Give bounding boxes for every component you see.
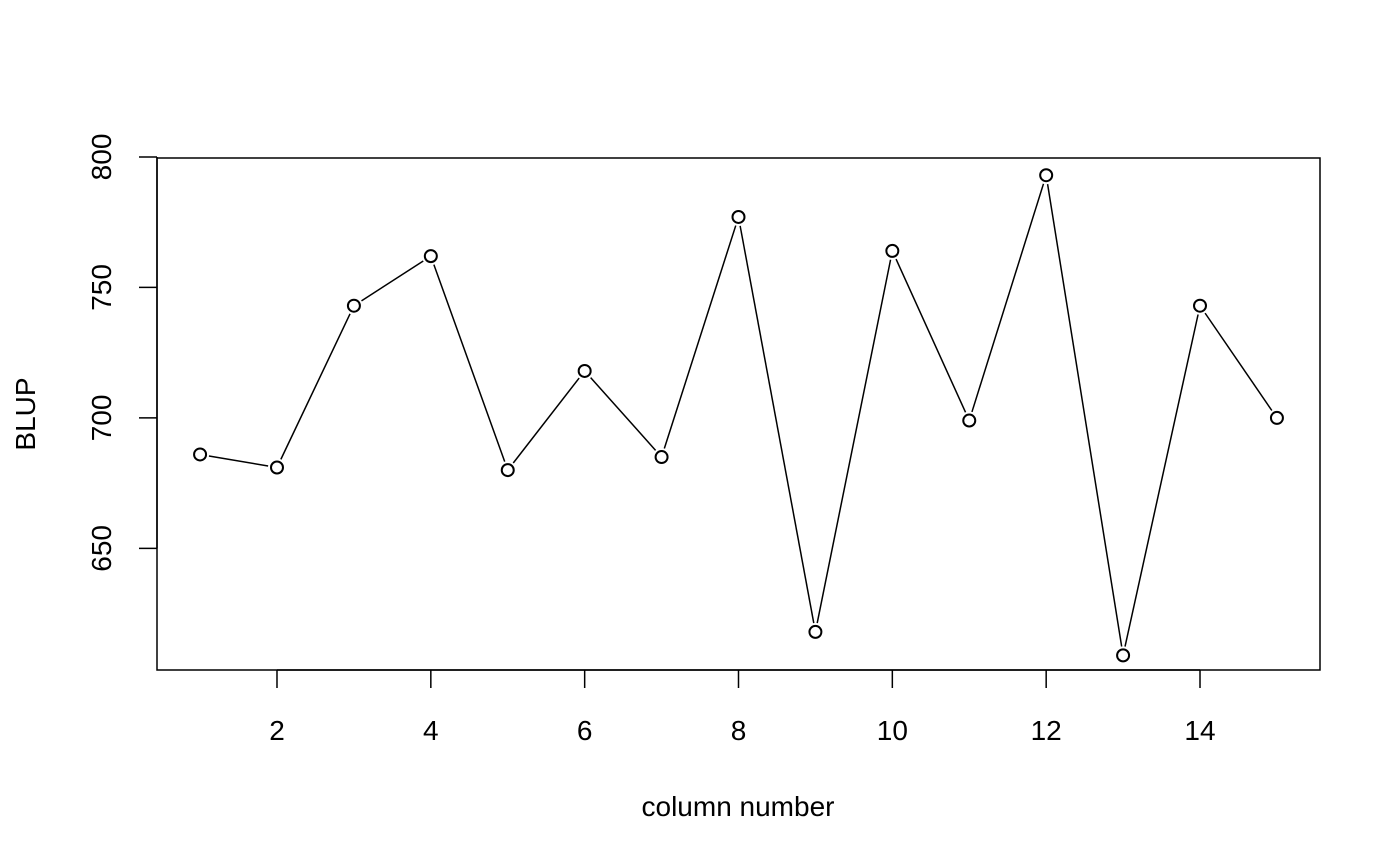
line-segment: [663, 225, 737, 449]
x-axis: 2 4 6 8 10 12 14: [269, 669, 1216, 746]
data-point: [1193, 298, 1208, 313]
y-axis: 650 700 750 800: [86, 134, 158, 572]
x-tick-label: 2: [269, 715, 285, 746]
line-segment: [1046, 183, 1123, 647]
x-tick-label: 14: [1184, 715, 1215, 746]
line-segment: [895, 258, 967, 413]
line-segment: [512, 377, 580, 464]
line-segment: [1124, 314, 1199, 647]
data-point: [193, 447, 208, 462]
x-axis-label: column number: [642, 791, 835, 822]
series-lines: [208, 183, 1273, 647]
data-point: [1039, 168, 1054, 183]
data-point: [1116, 648, 1131, 663]
data-point: [346, 298, 361, 313]
x-tick-label: 10: [877, 715, 908, 746]
line-segment: [739, 225, 815, 624]
line-segment: [590, 377, 657, 451]
x-tick-label: 8: [731, 715, 747, 746]
line-segment: [433, 264, 506, 462]
data-point: [423, 249, 438, 264]
line-segment: [361, 260, 424, 302]
data-point: [500, 463, 515, 478]
series-points: [193, 168, 1284, 663]
data-point: [269, 460, 284, 475]
y-tick-label: 800: [86, 134, 117, 181]
data-point: [808, 624, 823, 639]
data-point: [962, 413, 977, 428]
data-point: [731, 209, 746, 224]
y-tick-label: 650: [86, 525, 117, 572]
x-tick-label: 4: [423, 715, 439, 746]
line-segment: [971, 183, 1045, 413]
data-point: [885, 243, 900, 258]
line-segment: [1204, 312, 1273, 411]
y-axis-label: BLUP: [10, 377, 41, 450]
data-point: [1269, 410, 1284, 425]
y-tick-label: 700: [86, 395, 117, 442]
x-tick-label: 6: [577, 715, 593, 746]
data-point: [577, 363, 592, 378]
line-segment: [208, 455, 269, 467]
data-point: [654, 450, 669, 465]
line-segment: [816, 259, 892, 624]
x-tick-label: 12: [1031, 715, 1062, 746]
y-tick-label: 750: [86, 264, 117, 311]
line-segment: [280, 313, 351, 460]
